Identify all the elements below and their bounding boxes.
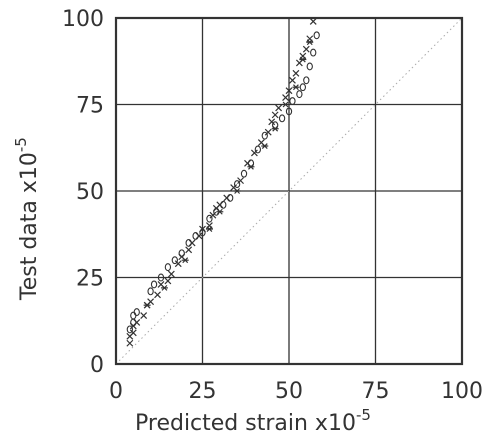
data-point-x-21 [216, 201, 224, 209]
data-point-x-16 [195, 232, 203, 240]
data-point-star-5 [233, 188, 241, 194]
data-point-o-12 [199, 228, 206, 237]
data-points [126, 18, 320, 347]
data-point-o-0 [126, 325, 133, 334]
data-point-o-16 [227, 193, 234, 202]
data-point-o-8 [171, 256, 178, 265]
x-tick-label-2: 50 [275, 379, 303, 404]
data-point-o-6 [157, 273, 165, 282]
data-point-o-20 [254, 145, 262, 154]
data-point-star-12 [306, 39, 314, 46]
data-point-x-26 [250, 149, 258, 157]
data-point-x-2 [129, 329, 137, 337]
data-point-x-38 [302, 45, 310, 53]
data-point-star-0 [143, 302, 151, 309]
reference-line [115, 17, 463, 365]
data-point-o-10 [185, 238, 192, 247]
data-point-x-12 [174, 260, 182, 268]
data-point-x-10 [164, 277, 172, 285]
plot-frame [114, 16, 464, 366]
data-point-o-26 [296, 90, 303, 99]
data-point-x-22 [223, 194, 231, 202]
data-point-star-7 [261, 143, 269, 149]
data-point-x-4 [133, 319, 141, 326]
data-point-o-24 [285, 107, 293, 116]
data-point-x-31 [275, 104, 283, 112]
data-point-o-3 [133, 308, 140, 317]
data-point-x-24 [237, 177, 244, 185]
data-point-o-9 [178, 249, 185, 258]
y-axis-label-exponent: -5 [12, 137, 30, 152]
data-point-x-32 [282, 94, 289, 102]
data-point-o-11 [192, 232, 199, 240]
data-point-x-29 [268, 118, 276, 126]
data-point-o-31 [313, 31, 320, 40]
data-point-star-8 [271, 125, 279, 132]
data-point-o-17 [233, 180, 241, 189]
data-point-o-1 [130, 318, 137, 327]
data-point-o-15 [220, 200, 227, 209]
data-point-o-13 [206, 214, 213, 223]
data-point-o-30 [310, 48, 317, 57]
data-point-x-30 [271, 111, 279, 119]
data-point-x-14 [185, 246, 193, 254]
x-tick-label-1: 25 [189, 379, 217, 404]
data-point-star-3 [205, 226, 213, 232]
y-tick-label-4: 100 [62, 7, 104, 32]
y-axis-label: Test data x10-5 [12, 137, 42, 301]
data-point-star-6 [247, 163, 255, 170]
data-point-x-33 [285, 87, 293, 95]
x-tick-label-0: 0 [109, 379, 123, 404]
x-tick-label-4: 100 [441, 379, 483, 404]
data-point-o-18 [240, 169, 248, 178]
x-axis-label: Predicted strain x10-5 [135, 406, 371, 436]
data-point-x-11 [167, 270, 175, 278]
data-point-x-19 [209, 211, 217, 219]
data-point-o-7 [164, 263, 172, 272]
y-tick-label-2: 50 [76, 180, 104, 205]
data-point-star-2 [181, 257, 189, 264]
data-point-o-28 [303, 76, 310, 85]
data-point-x-0 [126, 339, 134, 347]
y-tick-labels: 0 25 50 75 100 [62, 7, 104, 378]
y-tick-label-3: 75 [76, 94, 104, 119]
data-point-x-35 [292, 69, 300, 77]
data-point-x-28 [264, 128, 272, 136]
data-point-o-4 [147, 287, 154, 296]
data-point-star-9 [282, 101, 290, 108]
data-point-x-8 [154, 291, 161, 299]
y-tick-label-1: 25 [76, 267, 104, 292]
data-point-x-40 [309, 18, 317, 25]
data-point-x-5 [140, 312, 148, 319]
data-point-star-4 [216, 208, 224, 215]
data-point-star-10 [292, 84, 300, 91]
data-point-star-11 [299, 56, 307, 63]
data-point-o-29 [306, 62, 313, 71]
x-tick-labels: 0 25 50 75 100 [109, 379, 483, 404]
data-point-o-25 [289, 97, 296, 105]
y-tick-label-0: 0 [90, 353, 104, 378]
data-point-o-5 [150, 280, 158, 289]
data-point-star-1 [160, 284, 168, 291]
data-point-x-15 [188, 239, 196, 247]
x-axis-label-exponent: -5 [356, 406, 371, 424]
x-tick-label-3: 75 [362, 379, 390, 404]
data-point-o-23 [278, 114, 286, 123]
data-point-o-27 [299, 83, 306, 92]
data-point-x-34 [289, 76, 296, 84]
data-point-o-21 [261, 131, 268, 140]
